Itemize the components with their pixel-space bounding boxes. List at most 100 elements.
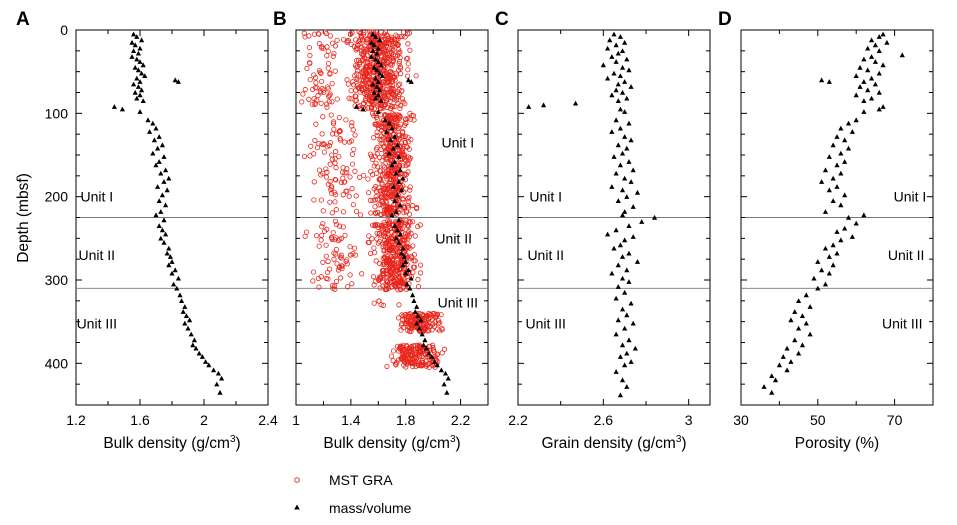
mass-volume-point	[632, 345, 638, 351]
mass-volume-point	[190, 342, 196, 348]
mst-gra-point	[330, 40, 336, 46]
x-tick-label: 2.2	[451, 412, 471, 428]
mass-volume-point	[853, 117, 859, 123]
mst-gra-point	[319, 131, 325, 137]
mst-gra-point	[376, 298, 382, 304]
mass-volume-point	[415, 313, 421, 319]
mst-gra-point	[316, 284, 322, 290]
mst-gra-point	[333, 165, 339, 171]
mass-volume-point	[609, 270, 615, 276]
mst-gra-point	[327, 199, 333, 205]
mst-gra-point	[417, 222, 423, 228]
mass-volume-point	[609, 184, 615, 189]
mass-volume-point	[853, 220, 859, 226]
mass-volume-point	[215, 370, 221, 376]
mst-gra-point	[397, 81, 403, 87]
mst-gra-point	[332, 68, 338, 74]
panel-c: 2.2 2.6 3 Grain density (g/cm3) C Unit I Unit …	[495, 9, 711, 452]
mst-gra-point	[406, 30, 413, 36]
mass-volume-point	[182, 304, 188, 309]
mst-gra-point	[338, 275, 344, 281]
mass-volume-point	[199, 354, 205, 359]
mass-volume-point	[609, 54, 615, 59]
mass-volume-point	[161, 239, 167, 245]
mst-gra-point	[390, 358, 396, 364]
mass-volume-point	[135, 67, 141, 73]
mass-volume-point	[611, 31, 617, 37]
mass-volume-point	[868, 54, 875, 59]
mass-volume-point	[394, 192, 401, 198]
mst-gra-point	[329, 152, 335, 158]
mst-gra-point	[370, 156, 376, 162]
mass-volume-point	[153, 125, 159, 131]
mst-gra-point	[374, 61, 380, 67]
mass-volume-point	[182, 320, 188, 326]
mass-volume-point	[135, 50, 141, 56]
mass-volume-point	[615, 142, 621, 148]
mst-gra-point	[385, 112, 391, 119]
mst-gra-point	[377, 154, 383, 161]
mst-gra-point	[427, 314, 433, 321]
mst-gra-point	[407, 256, 413, 262]
mst-gra-point	[394, 343, 401, 349]
mst-gra-point	[407, 47, 413, 53]
mst-gra-point	[397, 278, 403, 284]
mass-volume-point	[132, 89, 138, 95]
mass-volume-point	[622, 237, 628, 243]
mst-gra-point	[400, 350, 406, 356]
mass-volume-point	[868, 37, 875, 43]
mst-gra-point	[368, 210, 374, 216]
mass-volume-point	[617, 106, 623, 112]
mst-gra-point	[341, 179, 347, 185]
mst-gra-point	[384, 208, 390, 214]
x-tick-label: 2	[200, 412, 208, 428]
mst-gra-point	[402, 133, 409, 139]
mst-gra-point	[314, 233, 320, 239]
mass-volume-point	[865, 67, 871, 73]
mst-gra-point	[380, 268, 386, 274]
mst-gra-point	[386, 259, 392, 265]
mst-gra-point	[329, 210, 335, 216]
mass-volume-point	[622, 134, 628, 139]
mst-gra-point	[369, 94, 375, 100]
mass-volume-point	[769, 389, 775, 395]
mass-volume-point	[876, 89, 882, 95]
mst-gra-point	[363, 92, 369, 98]
mst-gra-point	[321, 89, 327, 95]
mst-gra-point	[361, 82, 367, 88]
mass-volume-point	[142, 73, 148, 79]
mass-volume-point	[845, 214, 852, 220]
mass-volume-point	[619, 64, 626, 70]
x-axis-label: Bulk density (g/cm3)	[103, 434, 240, 452]
mass-volume-point	[626, 67, 632, 73]
mass-volume-point	[884, 39, 890, 45]
mst-gra-point	[385, 279, 391, 285]
mass-volume-point	[526, 104, 532, 109]
x-tick-label: 2.4	[258, 412, 278, 428]
mass-volume-point	[830, 262, 836, 268]
mst-gra-point	[405, 169, 411, 175]
mass-volume-point	[628, 84, 634, 89]
mst-gra-point	[309, 101, 315, 107]
mass-volume-point	[145, 117, 151, 123]
mass-volume-point	[613, 170, 619, 176]
mass-volume-point	[865, 45, 871, 51]
mst-gra-point	[381, 101, 387, 108]
mst-gra-point	[340, 192, 346, 198]
mst-gra-point	[372, 197, 378, 203]
mst-gra-point	[310, 269, 317, 275]
mst-gra-point	[364, 36, 370, 42]
mst-gra-point	[332, 283, 338, 289]
mst-gra-point	[328, 139, 334, 146]
mass-volume-point	[389, 162, 395, 168]
mst-gra-point	[439, 350, 445, 356]
mst-gra-point	[347, 272, 353, 278]
mass-volume-point	[217, 389, 223, 395]
mass-volume-point	[605, 231, 611, 237]
mst-gra-point	[379, 181, 385, 187]
mst-gra-point	[374, 236, 380, 242]
mst-gra-point	[326, 99, 332, 105]
mass-volume-point	[830, 198, 836, 204]
mst-gra-point	[382, 54, 388, 61]
mst-gra-point	[319, 43, 325, 50]
